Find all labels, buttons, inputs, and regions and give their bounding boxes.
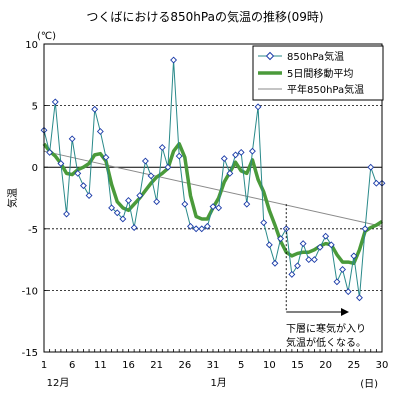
data-point (130, 224, 138, 232)
data-point (327, 241, 335, 249)
y-axis-label: 気温 (6, 188, 19, 208)
x-tick-label: 5 (238, 360, 244, 371)
axes (43, 43, 383, 353)
data-point (136, 192, 144, 199)
data-point (237, 148, 245, 156)
x-tick-label: 25 (347, 360, 360, 371)
data-point (350, 252, 358, 260)
y-tick-label: 10 (25, 40, 38, 51)
data-point (322, 232, 330, 240)
data-point (51, 98, 59, 106)
x-tick-label: 21 (150, 360, 163, 371)
data-point (260, 219, 268, 227)
data-point (46, 148, 54, 156)
y-tick-label: -15 (22, 348, 38, 359)
y-tick-label: 0 (32, 163, 38, 174)
x-tick-label: 1 (41, 360, 47, 371)
x-tick-label: 15 (291, 360, 304, 371)
legend-label-observed: 850hPa気温 (287, 50, 344, 63)
data-point (158, 144, 166, 151)
x-tick-label: 30 (376, 360, 389, 371)
data-point (243, 200, 251, 208)
x-tick-label: 16 (122, 360, 135, 371)
series-line-2 (43, 150, 383, 227)
y-tick-label: -5 (28, 225, 38, 236)
x-tick-label: 6 (69, 360, 75, 371)
data-point (187, 222, 194, 230)
data-point (79, 182, 87, 190)
data-point (164, 163, 172, 171)
data-point (181, 200, 189, 208)
data-point (209, 203, 217, 211)
x-tick-label: 20 (319, 360, 332, 371)
grid (44, 105, 382, 291)
data-point (57, 160, 65, 167)
month-label: 12月 (47, 377, 70, 389)
data-point (294, 262, 301, 270)
annotation-line-1: 下層に寒気が入り (286, 322, 366, 335)
data-point (288, 270, 296, 278)
data-point (372, 179, 380, 187)
data-point (141, 157, 149, 165)
x-tick-label: 10 (263, 360, 276, 371)
annotation: 下層に寒気が入り 気温が低くなる。 (285, 204, 366, 349)
data-point (198, 225, 206, 233)
data-point (310, 256, 318, 264)
data-point (361, 225, 369, 233)
x-unit: (日) (360, 379, 378, 390)
annotation-arrowhead (341, 308, 349, 316)
data-point (344, 288, 352, 296)
data-point (119, 215, 127, 223)
data-point (271, 259, 279, 267)
data-point (63, 210, 70, 218)
data-point (175, 152, 183, 160)
data-point (74, 169, 82, 177)
data-point (91, 105, 99, 113)
data-point (305, 256, 313, 264)
data-point (254, 103, 262, 111)
data-point (108, 204, 116, 212)
chart-title: つくばにおける850hPaの気温の推移(09時) (86, 9, 323, 24)
legend-label-normal: 平年850hPa気温 (287, 83, 364, 96)
series-layer (40, 56, 386, 302)
y-unit: (℃) (37, 31, 56, 42)
x-tick-label: 26 (178, 360, 191, 371)
data-point (147, 172, 155, 180)
data-point (102, 153, 110, 161)
data-point (203, 222, 211, 230)
data-point (192, 225, 200, 233)
data-point (339, 266, 347, 273)
x-tick-label: 31 (207, 360, 220, 371)
y-tick-label: -10 (22, 286, 38, 297)
data-point (333, 278, 341, 286)
legend-label-moving-average: 5日間移動平均 (287, 67, 353, 80)
data-point (220, 155, 228, 163)
legend-marker-observed (265, 51, 275, 61)
month-label: 1月 (210, 377, 226, 389)
data-point (316, 243, 324, 251)
data-point (113, 209, 121, 217)
data-point (226, 169, 234, 177)
data-point (277, 235, 285, 243)
data-point (125, 197, 132, 204)
data-point (85, 192, 93, 199)
data-point (170, 56, 178, 64)
data-point (153, 198, 161, 206)
data-point (232, 151, 239, 159)
data-point (248, 147, 256, 155)
data-point (68, 135, 76, 143)
x-tick-label: 11 (94, 360, 107, 371)
data-point (215, 204, 223, 212)
y-tick-labels: 10 5 0 -5 -10 -15 (22, 40, 38, 359)
annotation-line-2: 気温が低くなる。 (286, 336, 366, 349)
data-point (96, 128, 104, 135)
data-point (265, 241, 273, 249)
legend: 850hPa気温 5日間移動平均 平年850hPa気温 (252, 45, 384, 101)
y-tick-label: 5 (32, 102, 38, 113)
data-point (299, 240, 307, 248)
data-point (356, 294, 363, 302)
data-point (367, 163, 375, 171)
